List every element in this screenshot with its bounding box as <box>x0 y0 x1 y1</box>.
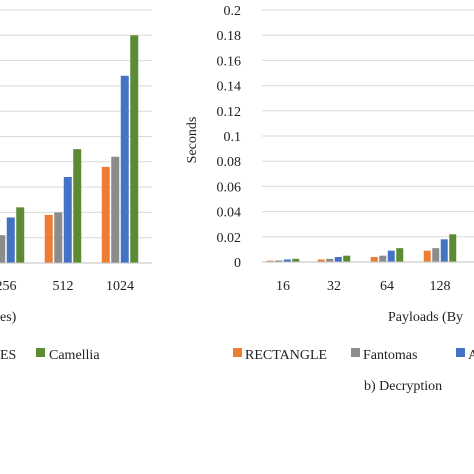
right-y-axis-label: Seconds <box>185 117 200 164</box>
left-panel-bars <box>0 35 139 263</box>
left-bar-aes-1024 <box>120 75 129 263</box>
bar-camellia-64 <box>396 248 404 262</box>
panel-title-decryption: b) Decryption <box>364 379 442 394</box>
right-xtick-16: 16 <box>276 279 290 294</box>
left-xlabel-fragment: es) <box>0 310 17 325</box>
right-xtick-128: 128 <box>430 279 451 294</box>
legend-label-fantomas: Fantomas <box>363 348 417 363</box>
bar-aes-64 <box>387 250 395 262</box>
bar-fantomas-32 <box>326 258 334 262</box>
left-xtick-2: 1024 <box>106 279 134 294</box>
bar-rectangle-16 <box>266 260 274 262</box>
right-ytick-label: 0.02 <box>217 231 242 246</box>
left-legend-fragment-aes: ES <box>0 348 16 363</box>
bar-rectangle-64 <box>370 256 378 262</box>
right-ytick-label: 0.14 <box>217 80 242 95</box>
bar-aes-32 <box>334 256 342 262</box>
bar-camellia-16 <box>292 258 300 262</box>
left-bar-rectangle-512 <box>44 214 53 263</box>
bar-rectangle-32 <box>317 259 325 262</box>
legend-swatch-rectangle <box>233 348 242 357</box>
right-panel-x-ticks: 16 32 64 128 <box>276 279 451 294</box>
left-bar-aes-256 <box>6 217 15 263</box>
left-bar-camellia-1024 <box>130 35 139 263</box>
bar-fantomas-64 <box>379 255 387 262</box>
legend-swatch-aes <box>456 348 465 357</box>
right-ytick-label: 0.06 <box>217 180 242 195</box>
left-bar-fantomas-1024 <box>111 156 120 263</box>
left-xtick-0: 256 <box>0 279 17 294</box>
right-ytick-label: 0 <box>234 256 241 271</box>
left-xtick-1: 512 <box>53 279 74 294</box>
bar-fantomas-16 <box>275 260 283 262</box>
left-bar-fantomas-512 <box>54 212 63 263</box>
left-bar-camellia-256 <box>16 207 25 263</box>
left-bar-camellia-512 <box>73 149 82 263</box>
right-ytick-label: 0.12 <box>217 105 242 120</box>
bar-aes-128 <box>440 239 448 262</box>
legend-swatch-fantomas <box>351 348 360 357</box>
right-ytick-label: 0.16 <box>217 54 242 69</box>
bar-fantomas-128 <box>432 248 440 262</box>
right-ytick-label: 0.04 <box>217 206 242 221</box>
right-panel-y-ticks: 0 0.02 0.04 0.06 0.08 0.1 0.12 0.14 0.16 0.18 0.2 <box>217 4 242 271</box>
bar-camellia-128 <box>449 234 457 262</box>
left-bar-aes-512 <box>63 176 72 263</box>
right-x-axis-label: Payloads (By <box>388 310 463 325</box>
left-bar-fantomas-256 <box>0 235 6 263</box>
right-panel-gridlines <box>262 9 474 238</box>
right-ytick-label: 0.2 <box>224 4 242 19</box>
right-ytick-label: 0.1 <box>224 130 242 145</box>
left-legend-label-camellia: Camellia <box>49 348 100 363</box>
left-legend-swatch-camellia <box>36 348 45 357</box>
right-xtick-64: 64 <box>380 279 394 294</box>
right-ytick-label: 0.08 <box>217 155 242 170</box>
right-ytick-label: 0.18 <box>217 29 242 44</box>
bar-camellia-32 <box>343 255 351 262</box>
bar-aes-16 <box>283 259 291 262</box>
bar-rectangle-128 <box>423 250 431 262</box>
left-panel-gridlines <box>0 9 152 239</box>
legend-label-aes-fragment: A <box>468 348 474 363</box>
left-bar-rectangle-1024 <box>101 166 110 263</box>
right-panel-bars <box>266 234 457 262</box>
legend-label-rectangle: RECTANGLE <box>245 348 327 363</box>
right-xtick-32: 32 <box>327 279 341 294</box>
